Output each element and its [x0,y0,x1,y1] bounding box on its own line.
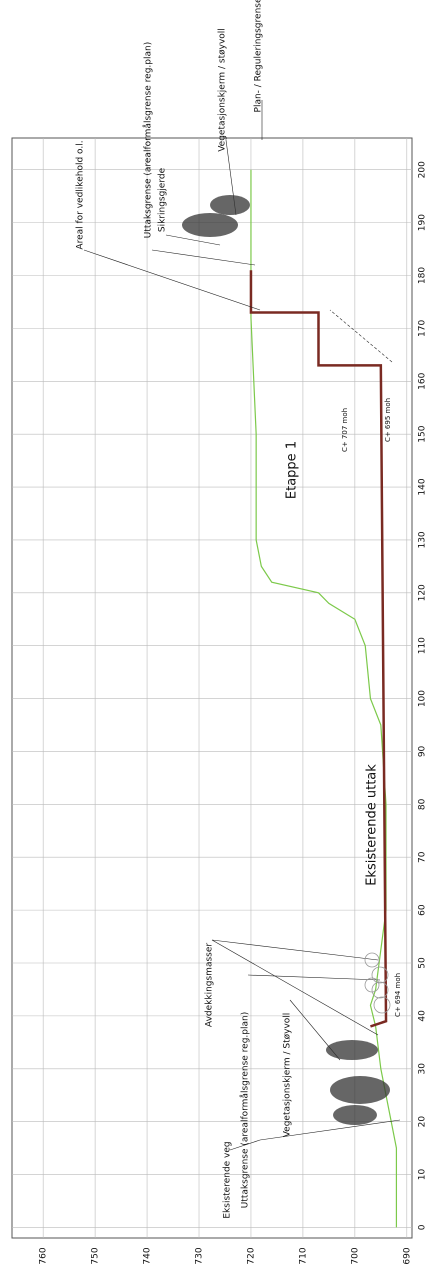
x-tick-label: 60 [418,904,428,916]
y-tick-label: 690 [402,1247,412,1264]
annotation: Plan- / Reguleringsgrense [254,0,264,112]
x-tick-label: 120 [418,584,428,601]
annotation: Vegetasjonskjerm / Støyvoll [283,1013,293,1138]
boulders [364,952,391,1014]
x-tick-label: 180 [418,267,428,284]
y-tick-label: 740 [143,1247,153,1264]
annotation: Sikringsgjerde [158,167,168,232]
y-tick-label: 720 [246,1247,256,1264]
annotation: Avdekkingsmasser [205,943,215,1027]
x-tick-label: 160 [418,372,428,389]
series-line [249,270,388,1028]
x-tick-label: 100 [418,690,428,707]
leaders [83,100,401,1151]
series-line [250,169,398,1228]
x-tick-label: 200 [418,161,428,178]
annotation: Eksisterende uttak [365,764,380,886]
x-tick-label: 130 [418,531,428,548]
x-tick-label: 10 [418,1169,428,1181]
x-tick-label: 30 [418,1063,428,1075]
y-tick-label: 730 [195,1247,205,1264]
x-tick-label: 40 [418,1010,428,1022]
y-tick-label: 750 [91,1247,101,1264]
annotation: Areal for vedlikehold o.l. [76,140,86,249]
x-tick-label: 70 [418,851,428,863]
x-tick-label: 170 [418,320,428,337]
x-tick-label: 110 [418,637,428,654]
annotation: Vegetasjonskjerm / støyvoll [218,28,228,152]
annotation: C+ 694 moh [394,973,402,1017]
annotation: Etappe 1 [285,441,300,499]
annotation: C+ 695 moh [384,398,392,442]
annotation: Uttaksgrense (arealformålsgrense reg.pla… [240,1012,251,1208]
x-tick-label: 0 [418,1224,428,1230]
x-tick-label: 190 [418,214,428,231]
x-tick-label: 50 [418,957,428,969]
y-tick-label: 710 [298,1247,308,1264]
frame [11,137,413,1239]
annotation: Eksisterende veg [223,1141,233,1218]
annotation: C+ 707 moh [341,408,349,452]
x-tick-label: 20 [418,1116,428,1128]
x-tick-label: 150 [418,425,428,442]
x-tick-label: 140 [418,478,428,495]
y-tick-label: 700 [350,1247,360,1264]
x-tick-label: 80 [418,798,428,810]
x-tick-label: 90 [418,745,428,757]
y-tick-label: 760 [39,1247,49,1264]
trees [182,195,390,1125]
annotation: Uttaksgrense (arealformålsgrense reg.pla… [143,42,154,238]
